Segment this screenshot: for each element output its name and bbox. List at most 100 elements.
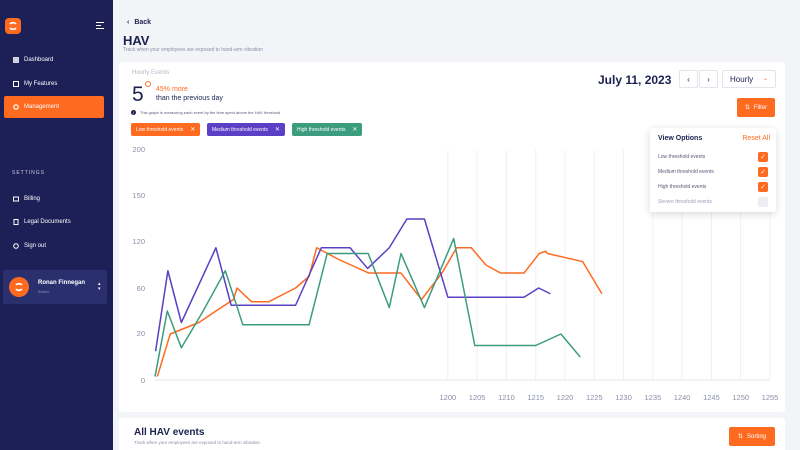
view-option-high-label: High threshold events xyxy=(658,184,707,190)
chip-high-threshold[interactable]: High threshold events ✕ xyxy=(292,123,363,136)
y-tick-label: 0 xyxy=(141,376,145,385)
filter-label: Filter xyxy=(753,104,768,111)
settings-section-label: SETTINGS xyxy=(12,170,46,176)
app-logo[interactable] xyxy=(5,18,21,34)
document-icon xyxy=(13,219,19,225)
summary-label: Hourly Events xyxy=(132,70,170,76)
view-options-title: View Options xyxy=(658,135,703,142)
sidebar-item-my-features[interactable]: My Features xyxy=(4,73,104,95)
next-date-button[interactable]: › xyxy=(699,70,718,88)
interval-select[interactable]: Hourly ⌄ xyxy=(722,70,776,88)
sort-icon: ⇅ xyxy=(737,434,743,440)
avatar xyxy=(9,277,29,297)
chip-label: High threshold events xyxy=(297,126,346,133)
x-tick-label: 1245 xyxy=(703,393,720,402)
chip-label: Medium threshold events xyxy=(212,126,268,133)
y-tick-label: 120 xyxy=(132,237,145,246)
sorting-button[interactable]: ⇅ Sorting xyxy=(729,427,775,446)
summary-value: 5 xyxy=(132,83,144,106)
x-tick-label: 1225 xyxy=(586,393,603,402)
x-tick-label: 1235 xyxy=(645,393,662,402)
sidebar-item-label: Legal Documents xyxy=(24,219,71,225)
info-text: This graph is measuring each event by th… xyxy=(140,110,281,115)
page-title: HAV xyxy=(123,33,150,48)
back-label: Back xyxy=(134,19,152,26)
x-tick-label: 1240 xyxy=(674,393,691,402)
series-line-high-threshold-events xyxy=(154,237,581,377)
info-icon: i xyxy=(131,110,136,115)
view-option-medium-label: Medium threshold events xyxy=(658,169,714,175)
view-option-low-checkbox[interactable]: ✓ xyxy=(758,152,768,162)
signout-icon xyxy=(13,243,19,249)
billing-icon xyxy=(13,196,19,202)
y-tick-label: 60 xyxy=(137,284,145,293)
gear-icon xyxy=(13,104,19,110)
y-tick-label: 20 xyxy=(137,329,145,338)
summary-change-text: than the previous day xyxy=(156,95,223,102)
x-tick-label: 1205 xyxy=(469,393,486,402)
close-icon[interactable]: ✕ xyxy=(190,127,196,133)
sidebar-item-management[interactable]: Management xyxy=(4,96,104,118)
close-icon[interactable]: ✕ xyxy=(274,127,280,133)
x-tick-label: 1200 xyxy=(440,393,457,402)
current-date: July 11, 2023 xyxy=(598,73,672,87)
dashboard-icon xyxy=(13,57,19,63)
sidebar-item-label: Billing xyxy=(24,196,41,202)
x-axis-ticks: 1200 1205 1210 1215 1220 1225 1230 1235 1240 1245… xyxy=(440,393,779,402)
sidebar-item-label: Dashboard xyxy=(24,57,54,63)
chip-low-threshold[interactable]: Low threshold events ✕ xyxy=(131,123,201,136)
view-option-medium-checkbox[interactable]: ✓ xyxy=(758,167,768,177)
chart-grid xyxy=(155,150,771,381)
back-link[interactable]: ‹ Back xyxy=(127,19,151,26)
chart-series xyxy=(154,218,603,377)
sorting-label: Sorting xyxy=(747,433,767,440)
x-tick-label: 1215 xyxy=(527,393,544,402)
user-name: Ronan Finnegan xyxy=(38,280,85,286)
chevron-right-icon: › xyxy=(707,74,710,84)
interval-value: Hourly xyxy=(730,74,754,84)
y-tick-label: 200 xyxy=(132,145,145,154)
y-axis-ticks: 0 20 60 120 150 200 xyxy=(132,145,145,385)
sidebar-item-label: Sign out xyxy=(24,243,47,249)
chevron-left-icon: ‹ xyxy=(127,19,130,26)
page-subtitle: Track when your employees are exposed to… xyxy=(123,47,263,53)
filter-button[interactable]: ⇅ Filter xyxy=(737,98,775,117)
sidebar-item-billing[interactable]: Billing xyxy=(4,188,104,210)
alert-icon xyxy=(145,81,151,87)
y-tick-label: 150 xyxy=(132,191,145,200)
user-card[interactable]: Ronan Finnegan Admin ▴ ▾ xyxy=(3,270,107,304)
x-tick-label: 1210 xyxy=(498,393,515,402)
chart-card xyxy=(119,62,785,412)
sidebar-item-legal-documents[interactable]: Legal Documents xyxy=(4,211,104,233)
menu-toggle-icon[interactable] xyxy=(96,22,104,30)
chip-medium-threshold[interactable]: Medium threshold events ✕ xyxy=(207,123,285,136)
sidebar-item-dashboard[interactable]: Dashboard xyxy=(4,49,104,71)
summary-change: 45% more xyxy=(156,86,188,93)
info-note: i This graph is measuring each event by … xyxy=(131,110,280,115)
view-options-panel: View Options Reset All Low threshold eve… xyxy=(650,128,776,212)
features-icon xyxy=(13,81,19,87)
x-tick-label: 1230 xyxy=(615,393,632,402)
user-role: Admin xyxy=(38,289,50,294)
x-tick-label: 1255 xyxy=(762,393,779,402)
chevron-down-icon: ⌄ xyxy=(762,76,768,82)
reset-all-button[interactable]: Reset All xyxy=(742,135,770,142)
view-option-severe-checkbox[interactable] xyxy=(758,197,768,207)
sidebar-item-label: Management xyxy=(24,104,60,110)
view-option-severe-label: Severe threshold events xyxy=(658,199,712,205)
events-title: All HAV events xyxy=(134,427,205,438)
x-tick-label: 1250 xyxy=(732,393,749,402)
events-subtitle: Track when your employees are exposed to… xyxy=(134,440,260,445)
close-icon[interactable]: ✕ xyxy=(352,127,358,133)
x-tick-label: 1220 xyxy=(557,393,574,402)
view-option-low-label: Low threshold events xyxy=(658,154,706,160)
chevron-left-icon: ‹ xyxy=(687,74,690,84)
chevron-up-down-icon[interactable]: ▴ ▾ xyxy=(98,281,101,292)
sidebar-item-label: My Features xyxy=(24,81,58,87)
sidebar: Dashboard My Features Management SETTING… xyxy=(0,0,113,450)
view-option-high-checkbox[interactable]: ✓ xyxy=(758,182,768,192)
sidebar-item-sign-out[interactable]: Sign out xyxy=(4,235,104,257)
chip-label: Low threshold events xyxy=(136,126,184,133)
prev-date-button[interactable]: ‹ xyxy=(679,70,698,88)
